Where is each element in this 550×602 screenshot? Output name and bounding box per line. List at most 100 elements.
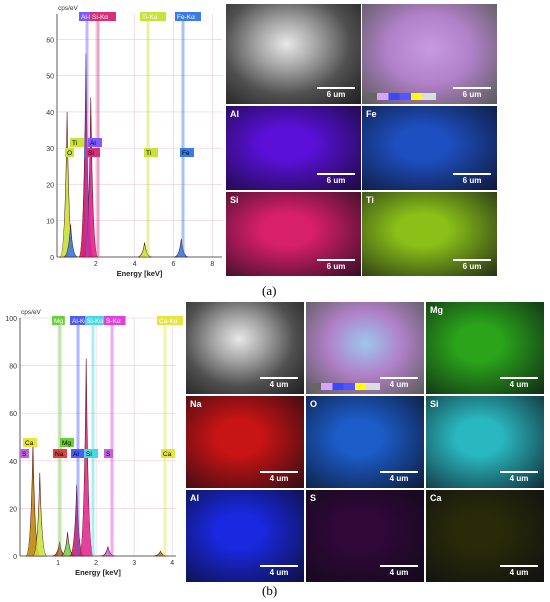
peak-o: [32, 472, 48, 557]
overlay-map: 4 um: [306, 302, 424, 394]
element-marker: Ti: [146, 150, 151, 157]
y-unit-label: cps/eV: [21, 309, 42, 316]
scale-bar: 6 um: [453, 87, 491, 99]
scale-bar: 4 um: [380, 377, 418, 389]
scale-bar-line: [453, 173, 491, 175]
x-tick-label: 8: [210, 261, 214, 268]
element-tag-box: [104, 316, 126, 325]
scale-bar: 4 um: [260, 471, 298, 483]
y-unit-label: cps/eV: [58, 5, 79, 12]
element-tag-box: [157, 316, 183, 325]
scale-bar: 6 um: [453, 173, 491, 185]
map-element-label: Ca: [430, 493, 442, 503]
scale-bar-line: [380, 565, 418, 567]
element-tag: Fe-Kα: [177, 14, 195, 21]
al-map: Al 6 um: [226, 106, 361, 190]
element-marker: Mg: [62, 440, 71, 447]
spectrum-b: 0 20 40 60 80 100 1 2 3 4 cps/eV Energy [keV] Mg Al-K…: [0, 300, 184, 582]
y-tick-label: 0: [50, 255, 54, 262]
y-tick-label: 10: [46, 219, 54, 226]
sem-image: 4 um: [186, 302, 304, 394]
element-tag: S-Kα: [106, 318, 121, 325]
x-tick-label: 6: [172, 261, 176, 268]
element-marker: Fe: [182, 150, 190, 157]
scale-bar-text: 6 um: [462, 262, 482, 271]
scale-bar-text: 4 um: [509, 380, 529, 389]
scale-bar: 4 um: [260, 377, 298, 389]
scale-bar-text: 6 um: [326, 262, 346, 271]
scale-bar-line: [500, 565, 538, 567]
y-tick-label: 20: [46, 182, 54, 189]
element-marker: Al: [90, 140, 96, 147]
element-tag: Al-Kα: [72, 318, 88, 325]
y-tick-label: 30: [46, 146, 54, 153]
y-tick-label: 50: [46, 74, 54, 81]
map-element-label: S: [310, 493, 317, 503]
scale-bar-text: 6 um: [462, 176, 482, 185]
element-marker-box: [88, 138, 102, 147]
scale-bar: 4 um: [380, 565, 418, 577]
peak-fe: [174, 238, 189, 258]
element-marker: Si: [86, 451, 92, 458]
map-element-label: Al: [230, 109, 239, 119]
element-marker-box: [20, 449, 29, 458]
peak-fe: [63, 224, 78, 258]
element-marker-box: [70, 138, 84, 147]
map-element-label: Fe: [366, 109, 377, 119]
y-tick-label: 0: [13, 554, 17, 561]
scale-bar-text: 4 um: [509, 474, 529, 483]
element-marker-box: [71, 449, 85, 458]
spectrum-a: 0 10 20 30 40 50 60 2 4 6 8 cps/eV Energy [keV] Al-Kα…: [0, 0, 226, 282]
scale-bar-text: 6 um: [326, 176, 346, 185]
scale-bar: 4 um: [260, 565, 298, 577]
element-marker-box: [84, 449, 98, 458]
spectrum-a-plot: 0 10 20 30 40 50 60 2 4 6 8 cps/eV Energy [keV] Al-Kα…: [46, 5, 222, 278]
element-tag-box: [85, 316, 111, 325]
y-tick-label: 20: [9, 506, 17, 513]
element-marker: Si: [88, 150, 94, 157]
peak-ti: [137, 242, 152, 258]
y-tick-label: 40: [9, 459, 17, 466]
sem-image: 6 um: [226, 4, 361, 104]
element-marker: Na: [55, 451, 64, 458]
scale-bar-line: [380, 377, 418, 379]
element-marker: O: [67, 150, 72, 157]
map-element-label: Si: [430, 399, 439, 409]
scale-bar-text: 4 um: [269, 474, 289, 483]
si-map: Si 4 um: [426, 396, 544, 488]
scale-bar: 6 um: [453, 259, 491, 271]
x-tick-label: 2: [94, 261, 98, 268]
element-tag: Mg: [54, 318, 63, 325]
scale-bar-line: [260, 377, 298, 379]
overlay-map: 6 um: [362, 4, 497, 104]
element-tag: Si-Kα: [92, 14, 108, 21]
element-marker: Ca: [25, 440, 34, 447]
scale-bar-line: [260, 565, 298, 567]
element-marker-box: [65, 148, 74, 157]
y-tick-label: 100: [5, 316, 17, 323]
scale-bar-line: [500, 471, 538, 473]
element-tag: Si-Kα: [87, 318, 103, 325]
overlay-legend-strip: [366, 93, 436, 100]
y-tick-label: 40: [46, 110, 54, 117]
scale-bar-line: [260, 471, 298, 473]
scale-bar-text: 4 um: [389, 380, 409, 389]
mg-map: Mg 4 um: [426, 302, 544, 394]
map-element-label: Na: [190, 399, 202, 409]
element-marker-box: [53, 449, 67, 458]
scale-bar-line: [500, 377, 538, 379]
element-marker-box: [60, 438, 74, 447]
element-marker: Ti: [72, 140, 77, 147]
element-marker-box: [23, 438, 37, 447]
x-tick-label: 4: [133, 261, 137, 268]
scale-bar-line: [317, 173, 355, 175]
scale-bar: 6 um: [317, 259, 355, 271]
element-tag-box: [140, 12, 166, 21]
element-tag: Al-Kα: [81, 14, 97, 21]
element-marker-box: [144, 148, 158, 157]
figure-caption-a: (a): [262, 283, 277, 298]
element-tag-box: [52, 316, 65, 325]
map-element-label: Si: [230, 195, 239, 205]
x-tick-label: 3: [132, 560, 136, 567]
ti-map: Ti 6 um: [362, 192, 497, 276]
